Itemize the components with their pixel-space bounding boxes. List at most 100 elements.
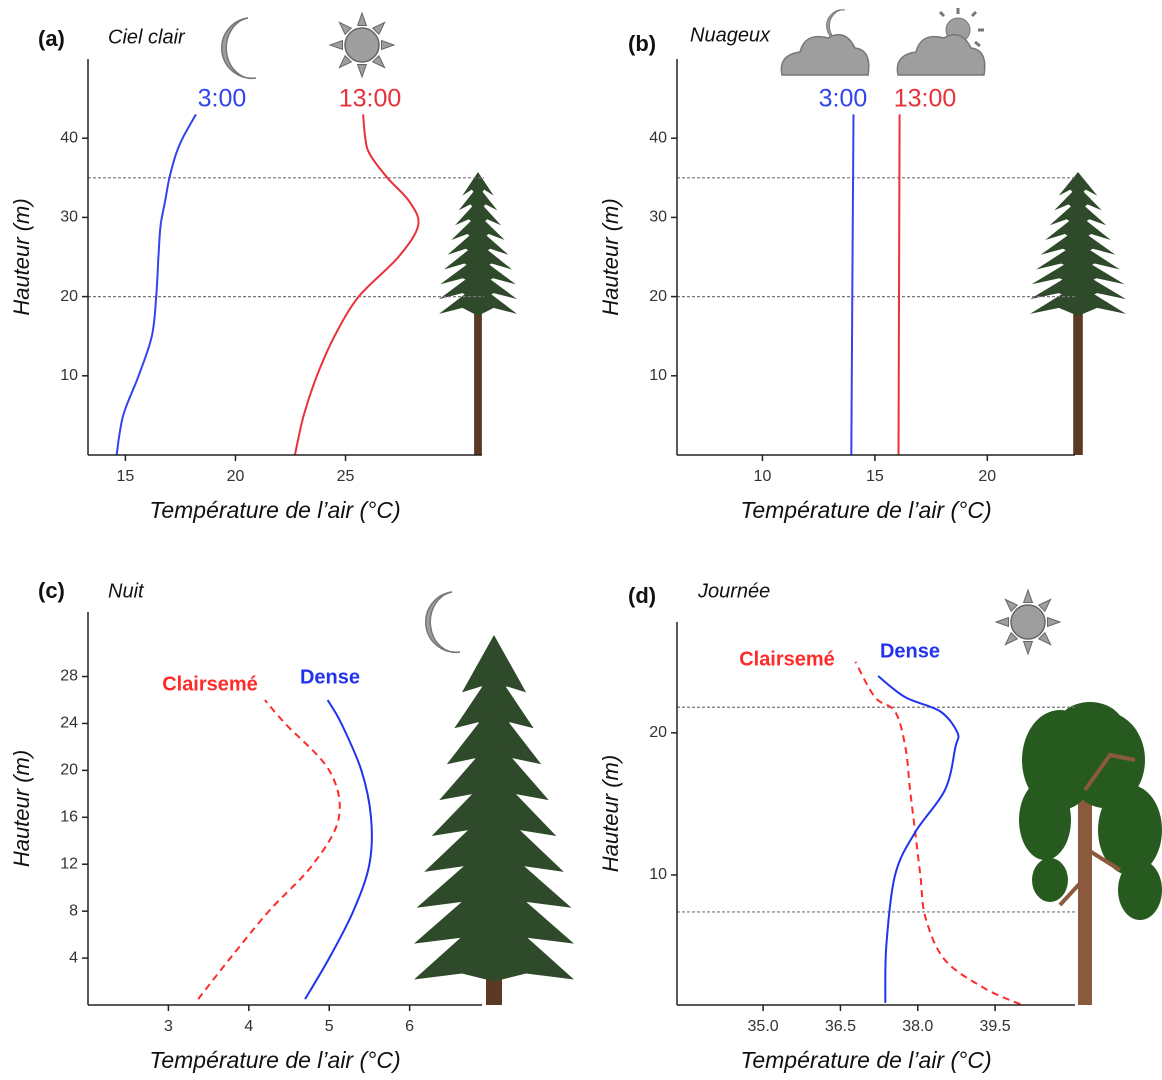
sun-ray — [371, 54, 386, 69]
y-tick-label: 40 — [649, 129, 667, 146]
sun-ray — [381, 39, 396, 51]
tree-foliage — [454, 669, 534, 731]
tree-foliage — [1032, 858, 1068, 902]
sun-ray — [1022, 588, 1034, 603]
sun-ray — [356, 64, 368, 79]
sun-ray — [994, 616, 1009, 628]
tree-foliage — [451, 214, 505, 242]
sun-ray — [338, 21, 353, 36]
x-tick-label: 35.0 — [748, 1018, 779, 1035]
y-tick-label: 20 — [649, 288, 667, 305]
x-tick-label: 5 — [325, 1018, 334, 1035]
moon-icon — [221, 17, 257, 80]
y-tick-label: 10 — [649, 866, 667, 883]
y-tick-label: 16 — [60, 809, 78, 826]
x-tick-label: 38.0 — [902, 1018, 933, 1035]
cloud-icon — [780, 33, 870, 76]
tree-foliage — [1058, 172, 1098, 198]
moon-icon — [425, 591, 461, 654]
panel-title: Ciel clair — [108, 26, 186, 48]
temperature-profile — [115, 113, 197, 456]
tree-foliage — [1055, 702, 1125, 758]
x-tick-label: 25 — [337, 468, 355, 485]
y-axis-label: Hauteur (m) — [9, 750, 34, 867]
sun-ray — [1022, 641, 1034, 656]
y-tick-label: 20 — [60, 762, 78, 779]
tree-foliage — [431, 771, 557, 838]
series-label: Clairsemé — [162, 673, 258, 695]
y-tick-label: 30 — [649, 209, 667, 226]
temperature-profile — [897, 114, 901, 456]
y-tick-label: 12 — [60, 855, 78, 872]
x-tick-label: 36.5 — [825, 1018, 856, 1035]
temperature-profile — [293, 114, 420, 456]
x-tick-label: 15 — [866, 468, 884, 485]
cloud-icon — [896, 33, 986, 76]
panel-label: (c) — [38, 578, 65, 603]
x-tick-label: 6 — [405, 1018, 414, 1035]
y-tick-label: 28 — [60, 668, 78, 685]
panel-title: Journée — [697, 580, 770, 602]
sun-icon — [1010, 604, 1046, 640]
series-label: Clairsemé — [739, 648, 835, 670]
series-label: 3:00 — [198, 85, 247, 113]
sun-ray — [371, 21, 386, 36]
tree-foliage — [462, 172, 494, 198]
tree-foliage — [458, 186, 498, 213]
y-tick-label: 4 — [69, 949, 78, 966]
sun-rays — [938, 8, 984, 48]
x-tick-label: 20 — [227, 468, 245, 485]
y-tick-label: 40 — [60, 129, 78, 146]
series-label: Dense — [300, 666, 360, 688]
sun-icon — [344, 27, 380, 63]
tree-foliage — [439, 284, 517, 316]
y-tick-label: 20 — [649, 724, 667, 741]
sun-ray — [338, 54, 353, 69]
sun-ray — [1004, 631, 1019, 646]
tree-foliage — [1054, 186, 1102, 213]
temperature-profile — [197, 699, 341, 1000]
tree-trunk — [1073, 225, 1083, 455]
tree-trunk — [1078, 745, 1092, 1005]
tree-foliage — [414, 907, 574, 982]
x-tick-label: 3 — [164, 1018, 173, 1035]
sun-ray — [1004, 598, 1019, 613]
tree-foliage — [1030, 284, 1126, 316]
temperature-profile — [877, 675, 960, 1003]
tree-foliage — [1049, 200, 1107, 228]
temperature-profile — [850, 114, 855, 456]
tree-foliage — [461, 635, 527, 695]
panel-label: (d) — [628, 583, 656, 608]
x-tick-label: 15 — [117, 468, 135, 485]
temperature-profile — [304, 699, 373, 1000]
y-tick-label: 10 — [649, 367, 667, 384]
panel-title: Nuit — [108, 580, 145, 602]
y-tick-label: 10 — [60, 367, 78, 384]
y-tick-label: 20 — [60, 288, 78, 305]
tree-foliage — [1019, 780, 1071, 860]
sun-ray — [328, 39, 343, 51]
x-axis-label: Température de l’air (°C) — [740, 497, 991, 523]
sun-ray — [356, 11, 368, 26]
tree-trunk — [474, 225, 482, 455]
x-tick-label: 4 — [244, 1018, 253, 1035]
series-label: 13:00 — [339, 85, 402, 113]
x-axis-label: Température de l’air (°C) — [149, 1047, 400, 1073]
series-label: 3:00 — [819, 85, 868, 113]
panel-label: (a) — [38, 26, 65, 51]
x-tick-label: 10 — [754, 468, 772, 485]
sun-ray — [1037, 631, 1052, 646]
tree-foliage — [439, 737, 549, 803]
tree-foliage — [1098, 785, 1162, 875]
x-tick-label: 39.5 — [980, 1018, 1011, 1035]
panel-title: Nuageux — [690, 24, 771, 46]
y-tick-label: 8 — [69, 902, 78, 919]
sun-ray — [1037, 598, 1052, 613]
tree-branch — [1058, 752, 1136, 907]
temperature-profile — [854, 661, 1021, 1006]
y-tick-label: 30 — [60, 209, 78, 226]
sun-ray — [1047, 616, 1062, 628]
series-label: 13:00 — [894, 85, 957, 113]
x-axis-label: Température de l’air (°C) — [149, 497, 400, 523]
tree-foliage — [454, 200, 502, 228]
